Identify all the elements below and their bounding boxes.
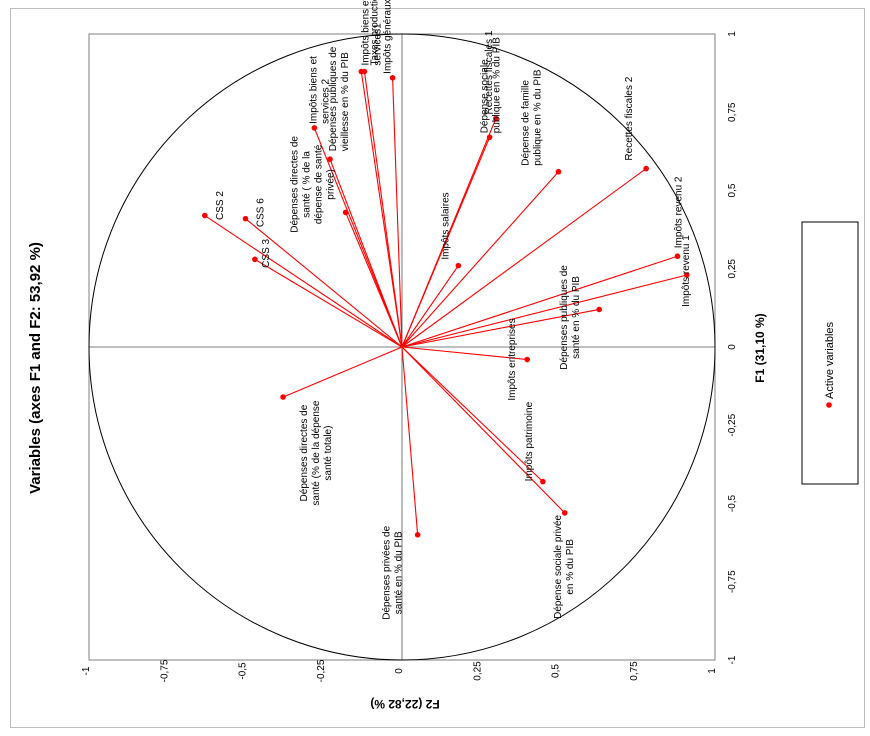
variable-point [242,215,249,222]
variable-point [643,165,649,172]
vector-line [401,308,600,348]
variable-point [486,134,493,141]
f1-tick-label: 1 [727,31,738,37]
vector-line [360,71,403,348]
variable-label: CSS 3 [261,238,272,267]
variable-label: Impôts entreprises [507,318,518,400]
f1-tick-label: 0,25 [727,259,738,279]
variable-label: Dépenses privées desanté en % du PIB [382,525,405,619]
f1-tick-label: -0,25 [727,413,738,436]
vector-line [401,346,528,361]
f2-tick-label: 0 [394,668,405,674]
chart-title: Variables (axes F1 and F2: 53,92 %) [27,242,44,494]
variable-label: Impôts biens etservices 2 [308,56,331,124]
f1-tick-label: -1 [727,655,738,664]
variable-point [596,306,602,313]
vector-line [282,346,403,398]
legend-entry: Active variables [824,321,836,399]
vector-layer [202,68,690,538]
legend: Active variables [801,221,859,485]
f1-tick-label: 0,5 [727,183,738,197]
variable-point [555,168,562,175]
variable-label: Taxes production [369,0,380,66]
correlation-circle [88,33,716,661]
vector-line [401,346,544,482]
f1-tick-label: 0 [727,344,738,350]
vector-line [401,255,678,348]
variable-point [684,272,690,278]
f2-tick-label: 1 [707,668,718,674]
variable-point [280,394,286,400]
variable-point [327,156,333,162]
chart-frame [10,8,865,728]
f2-tick-label: -0,75 [159,659,170,682]
f2-tick-label: 0,5 [551,664,562,678]
vector-line [401,265,459,348]
f1-tick-labels: -1 -0,75 -0,5 -0,25 0 0,25 0,5 0,75 1 [727,31,738,665]
vector-line [401,171,559,348]
vector-line [204,215,403,348]
vector-line [345,212,403,348]
f2-tick-label: 0,75 [629,661,640,681]
vector-line [245,218,403,348]
variable-label: Impôts revenu 1 [681,235,692,307]
vector-line [401,346,419,535]
variable-label: CSS 2 [215,191,226,220]
f1-axis-label: F1 (31,10 %) [753,313,767,382]
vector-line [313,127,403,348]
variable-label: Impôts salaires [440,192,451,259]
variable-label: Impôts revenu 2 [673,176,684,248]
vector-line [392,77,403,348]
variable-label: Dépenses directes desanté (% de la dépen… [299,400,334,506]
f2-tick-label: -0,5 [238,662,249,680]
variable-point [358,68,365,75]
variable-label: Dépense socialepublique en % du PIB [480,37,503,134]
variable-point [674,253,681,260]
variable-point [342,209,349,216]
variable-label: Impôts biens etservices1 [360,0,383,66]
vector-line [401,168,647,348]
variable-label: Recettes fiscales 1 [484,30,495,114]
variable-point [540,478,546,485]
variable-point [455,262,462,269]
f1-tick-label: 0,75 [727,102,738,122]
variable-point [252,256,258,263]
variable-point [202,212,208,219]
variable-label: Dépense de famillepublique en % du PIB [521,69,544,166]
vector-line [401,346,566,514]
variable-label: Recettes fiscales 2 [624,76,635,160]
legend-box [801,221,859,485]
variable-label: Dépense sociale privéeen % du PIB [553,514,576,618]
f2-tick-labels: -1 -0,75 -0,5 -0,25 0 0,25 0,5 0,75 1 [81,659,718,682]
variable-label: Impôts patrimoine [524,401,535,481]
f2-tick-label: -0,25 [316,659,327,682]
variable-label: Dépenses publiques desanté en % du PIB [559,265,582,370]
variable-point [493,115,499,122]
f2-tick-label: -1 [81,666,92,675]
legend-marker [826,402,832,408]
f2-axis-label: F2 (22,82 %) [370,697,439,711]
f1-tick-label: -0,75 [727,570,738,593]
variable-label: Impôts généraux [383,0,394,74]
variable-point [311,125,318,131]
vector-line [401,274,687,348]
f1-tick-label: -0,5 [727,494,738,512]
variable-point [389,75,396,81]
variable-label: Dépenses publiques devieillesse en % du … [328,46,351,151]
variable-point [414,532,421,538]
variable-label: CSS 6 [256,198,267,227]
variable-point [561,510,568,516]
vector-line [401,137,491,348]
vector-line [254,258,403,348]
variable-label: Dépenses directes desanté ( % de ladépen… [290,136,337,233]
variable-point [524,356,530,363]
f2-tick-label: 0,25 [472,661,483,681]
